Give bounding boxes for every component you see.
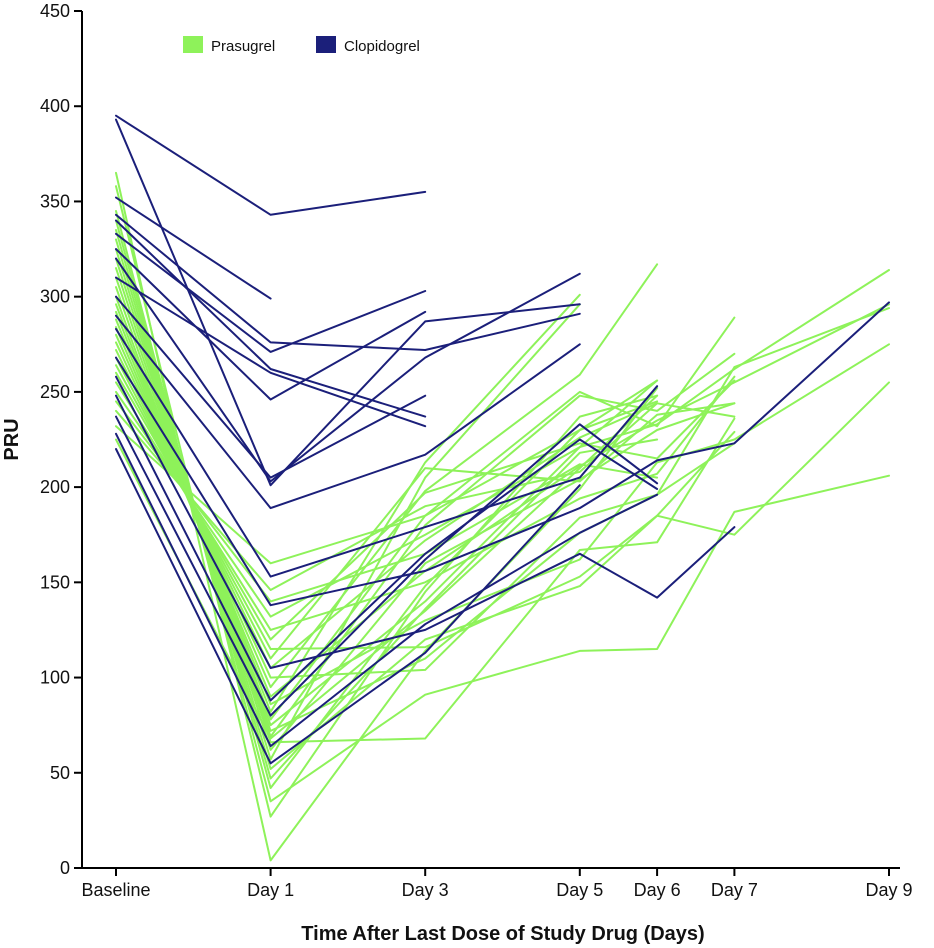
series-line-clopidogrel	[115, 196, 272, 300]
x-tick-label: Day 6	[634, 880, 681, 900]
y-tick-label: 150	[40, 572, 70, 592]
x-tick-label: Baseline	[81, 880, 150, 900]
series-line-prasugrel	[115, 341, 736, 679]
series-line-prasugrel	[115, 303, 890, 698]
series-line-prasugrel	[115, 318, 890, 706]
series-line-clopidogrel	[115, 213, 581, 351]
x-axis-ticks: Baseline Day 1 Day 3 Day 5 Day 6 Day 7 Day 9	[81, 868, 913, 900]
y-axis-title: PRU	[1, 418, 23, 460]
y-tick-label: 400	[40, 96, 70, 116]
series-line-clopidogrel	[115, 328, 659, 578]
series-line-prasugrel	[115, 379, 659, 618]
series-line-clopidogrel	[115, 448, 581, 765]
series-line-prasugrel	[115, 356, 736, 660]
x-tick-label: Day 1	[247, 880, 294, 900]
series-group-prasugrel	[115, 171, 890, 862]
series-line-prasugrel	[115, 371, 736, 641]
legend: Prasugrel Clopidogrel	[183, 36, 420, 55]
series-line-prasugrel	[115, 364, 736, 650]
legend-swatch	[183, 36, 203, 53]
series-line-prasugrel	[115, 276, 736, 738]
series-line-prasugrel	[115, 257, 736, 751]
series-line-clopidogrel	[115, 232, 427, 353]
legend-swatch	[316, 36, 336, 53]
x-tick-label: Day 3	[402, 880, 449, 900]
series-line-prasugrel	[115, 210, 890, 803]
y-tick-label: 0	[60, 858, 70, 878]
series-line-clopidogrel	[115, 415, 659, 717]
y-axis-ticks: 0 50 100 150 200 250 300 350 400 450	[40, 1, 82, 878]
x-tick-label: Day 9	[865, 880, 912, 900]
series-line-clopidogrel	[115, 219, 427, 418]
series-line-prasugrel	[115, 400, 659, 565]
series-layer	[115, 114, 890, 862]
y-tick-label: 300	[40, 287, 70, 307]
y-tick-label: 200	[40, 477, 70, 497]
legend-label: Clopidogrel	[344, 38, 420, 55]
y-tick-label: 350	[40, 191, 70, 211]
x-tick-label: Day 5	[556, 880, 603, 900]
series-line-clopidogrel	[115, 301, 890, 607]
y-tick-label: 100	[40, 668, 70, 688]
series-group-clopidogrel	[115, 114, 890, 765]
series-line-clopidogrel	[115, 375, 736, 669]
legend-label: Prasugrel	[211, 38, 275, 55]
series-line-prasugrel	[115, 238, 890, 770]
series-line-clopidogrel	[115, 118, 581, 487]
series-line-prasugrel	[115, 402, 659, 591]
x-axis-title: Time After Last Dose of Study Drug (Days…	[301, 923, 704, 945]
series-line-clopidogrel	[115, 394, 659, 702]
series-line-clopidogrel	[115, 314, 581, 510]
y-tick-label: 450	[40, 1, 70, 21]
series-line-clopidogrel	[115, 248, 427, 401]
series-line-clopidogrel	[115, 276, 427, 428]
y-tick-label: 50	[50, 763, 70, 783]
x-tick-label: Day 7	[711, 880, 758, 900]
series-line-clopidogrel	[115, 114, 427, 216]
series-line-prasugrel	[115, 267, 736, 744]
series-line-clopidogrel	[115, 432, 659, 748]
series-line-clopidogrel	[115, 295, 427, 479]
series-line-clopidogrel	[115, 257, 581, 483]
y-tick-label: 250	[40, 382, 70, 402]
